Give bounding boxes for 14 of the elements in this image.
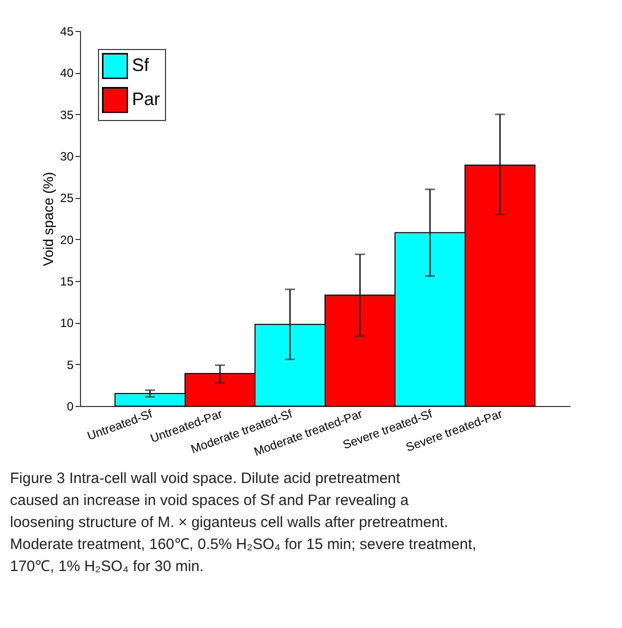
- y-axis-title: Void space (%): [40, 172, 56, 266]
- y-tick-label: 15: [60, 274, 74, 288]
- y-tick-label: 20: [60, 232, 74, 247]
- y-tick-label: 35: [60, 108, 74, 122]
- legend-label: Par: [132, 89, 160, 109]
- y-tick-label: 10: [60, 316, 74, 330]
- caption: Figure 3 Intra-cell wall void space. Dilute acid pretreatment caused an increase in void spaces of Sf and Par revealing a loosening structure of M. × giganteus cell walls after pretreatment. Moderate treatment, 160℃, 0.5% H₂SO₄ for 15 min; severe treatment, 170℃, 1% H₂SO₄ for 30 min.: [10, 470, 476, 575]
- y-tick-label: 40: [60, 66, 74, 80]
- y-tick-label: 5: [66, 358, 74, 372]
- legend-label: Sf: [132, 55, 150, 75]
- y-tick-label: 45: [60, 24, 74, 38]
- y-tick-label: 30: [60, 150, 74, 164]
- y-tick-label: 0: [66, 400, 74, 414]
- y-tick-label: 25: [60, 191, 74, 206]
